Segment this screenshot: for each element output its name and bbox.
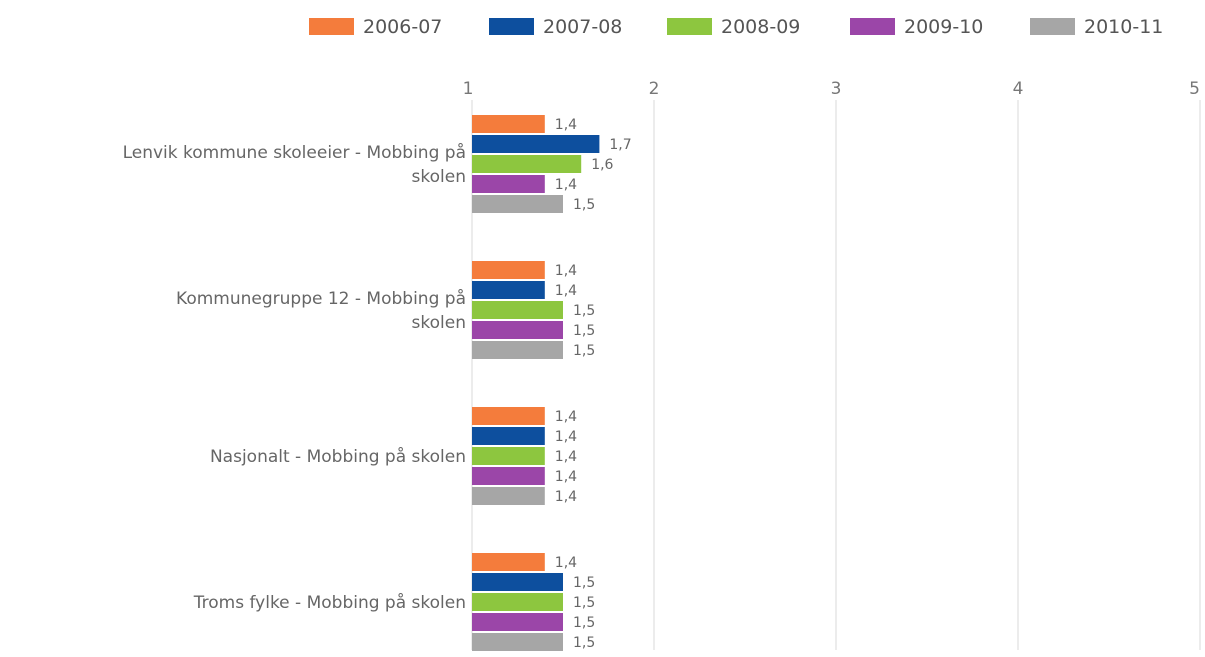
- data-label: 1,4: [555, 409, 577, 425]
- bar: [472, 407, 545, 425]
- bar: [472, 467, 545, 485]
- bar: [472, 195, 563, 213]
- bar: [472, 155, 582, 173]
- data-labels: 1,4 1,7 1,6 1,4 1,5 1,4 1,4 1,5 1,5 1,5 1,4 1,4 1,4 1…: [555, 117, 632, 651]
- x-tick-label: 5: [1189, 79, 1200, 99]
- bar: [472, 301, 563, 319]
- bar: [472, 593, 563, 611]
- data-label: 1,7: [609, 137, 631, 153]
- data-label: 1,5: [573, 323, 595, 339]
- data-label: 1,4: [555, 489, 577, 505]
- bar: [472, 613, 563, 631]
- bar: [472, 447, 545, 465]
- data-label: 1,5: [573, 303, 595, 319]
- bar: [472, 321, 563, 339]
- legend-label: 2008-09: [721, 16, 800, 38]
- data-label: 1,4: [555, 117, 577, 133]
- data-label: 1,4: [555, 263, 577, 279]
- category-labels: Lenvik kommune skoleeier - Mobbing på sko…: [123, 142, 466, 613]
- bar: [472, 261, 545, 279]
- legend-label: 2006-07: [363, 16, 442, 38]
- data-label: 1,5: [573, 197, 595, 213]
- bar: [472, 573, 563, 591]
- bar: [472, 341, 563, 359]
- legend-swatch: [667, 18, 712, 35]
- data-label: 1,5: [573, 615, 595, 631]
- data-label: 1,4: [555, 429, 577, 445]
- legend-swatch: [309, 18, 354, 35]
- bar: [472, 427, 545, 445]
- gridlines: [471, 100, 1201, 650]
- legend-label: 2007-08: [543, 16, 622, 38]
- x-tick-label: 3: [831, 79, 842, 99]
- bar: [472, 175, 545, 193]
- x-tick-label: 4: [1013, 79, 1024, 99]
- category-label: Troms fylke - Mobbing på skolen: [193, 592, 466, 613]
- category-label: Kommunegruppe 12 - Mobbing på: [176, 288, 466, 309]
- category-label: Lenvik kommune skoleeier - Mobbing på: [123, 142, 466, 163]
- bar: [472, 281, 545, 299]
- legend-swatch: [1030, 18, 1075, 35]
- category-label: skolen: [412, 313, 466, 333]
- data-label: 1,4: [555, 469, 577, 485]
- data-label: 1,5: [573, 635, 595, 651]
- x-axis-ticks: 1 2 3 4 5: [463, 79, 1200, 99]
- x-tick-label: 2: [649, 79, 660, 99]
- data-label: 1,5: [573, 595, 595, 611]
- bars: [472, 115, 600, 651]
- legend-swatch: [850, 18, 895, 35]
- bar: [472, 487, 545, 505]
- legend-label: 2010-11: [1084, 16, 1163, 38]
- bar: [472, 553, 545, 571]
- bar: [472, 135, 600, 153]
- data-label: 1,6: [591, 157, 613, 173]
- data-label: 1,5: [573, 343, 595, 359]
- legend-swatch: [489, 18, 534, 35]
- bar: [472, 633, 563, 651]
- category-label: Nasjonalt - Mobbing på skolen: [210, 446, 466, 467]
- bar: [472, 115, 545, 133]
- category-label: skolen: [412, 167, 466, 187]
- data-label: 1,4: [555, 449, 577, 465]
- data-label: 1,4: [555, 283, 577, 299]
- legend-label: 2009-10: [904, 16, 983, 38]
- data-label: 1,4: [555, 555, 577, 571]
- x-tick-label: 1: [463, 79, 474, 99]
- data-label: 1,5: [573, 575, 595, 591]
- data-label: 1,4: [555, 177, 577, 193]
- legend: 2006-07 2007-08 2008-09 2009-10 2010-11: [309, 16, 1163, 38]
